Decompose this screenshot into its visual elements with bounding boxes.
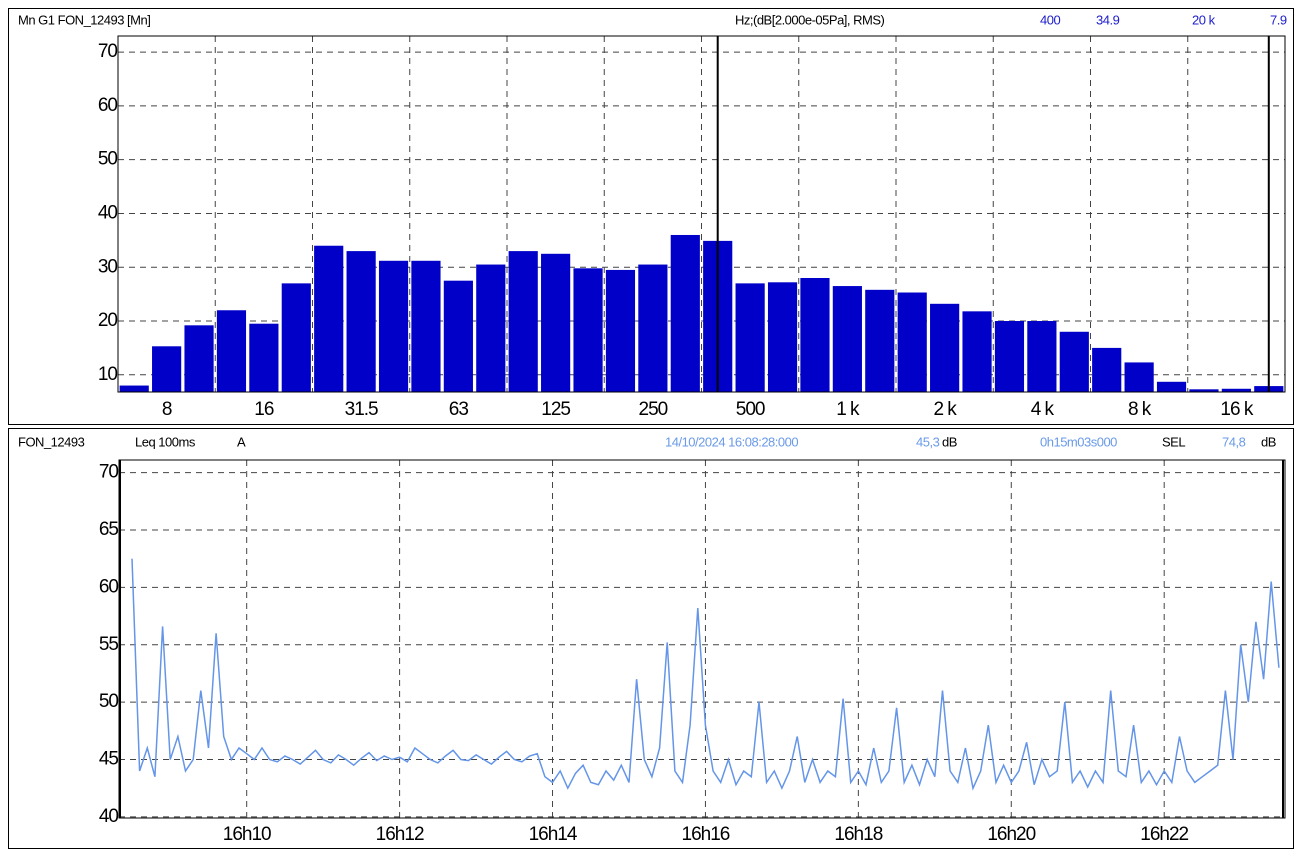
bar bbox=[152, 346, 182, 392]
bar bbox=[638, 264, 668, 392]
bottom-title: FON_12493 bbox=[18, 434, 85, 449]
y-tick-label: 55 bbox=[99, 634, 119, 655]
sel-label: SEL bbox=[1162, 434, 1185, 449]
bottom-panel bbox=[8, 428, 1294, 849]
bar bbox=[832, 286, 862, 392]
bar bbox=[994, 321, 1025, 392]
y-tick-label: 70 bbox=[98, 41, 118, 62]
measure: Leq 100ms bbox=[135, 434, 196, 449]
y-tick-label: 60 bbox=[99, 576, 119, 597]
bar bbox=[541, 253, 571, 392]
x-tick-label: 4 k bbox=[1031, 399, 1055, 420]
level-line bbox=[131, 558, 1280, 791]
bar bbox=[800, 277, 830, 392]
cursor-freq: 400 bbox=[1040, 12, 1060, 27]
x-tick-label: 8 k bbox=[1128, 399, 1152, 420]
bar bbox=[249, 323, 279, 392]
bar bbox=[1221, 388, 1251, 392]
bar bbox=[476, 264, 506, 392]
bar bbox=[930, 303, 960, 392]
unit: dB bbox=[1261, 434, 1276, 449]
cursor-level: 34.9 bbox=[1096, 12, 1120, 27]
bar bbox=[962, 311, 992, 392]
x-tick-label: 16h14 bbox=[529, 824, 578, 845]
bar bbox=[411, 260, 441, 392]
y-tick-label: 60 bbox=[98, 95, 118, 116]
unit-label: Hz;(dB[2.000e-05Pa], RMS) bbox=[735, 12, 885, 27]
bar bbox=[378, 260, 409, 392]
y-tick-label: 70 bbox=[99, 462, 119, 483]
start-time: 14/10/2024 16:08:28:000 bbox=[665, 434, 798, 449]
top-title: Mn G1 FON_12493 [Mn] bbox=[18, 12, 150, 27]
bar bbox=[119, 385, 149, 392]
bar bbox=[508, 251, 538, 392]
x-tick-label: 125 bbox=[541, 399, 570, 420]
bar bbox=[216, 310, 247, 392]
y-tick-label: 10 bbox=[98, 364, 118, 385]
y-tick-label: 30 bbox=[98, 256, 118, 277]
unit: dB bbox=[942, 434, 957, 449]
cursor-value: 45,3 bbox=[916, 434, 940, 449]
sel-value: 74,8 bbox=[1222, 434, 1246, 449]
x-tick-label: 31.5 bbox=[345, 399, 378, 420]
y-tick-label: 45 bbox=[99, 748, 119, 769]
y-tick-label: 50 bbox=[99, 691, 119, 712]
bar bbox=[1092, 347, 1122, 392]
bar bbox=[605, 269, 636, 392]
bar bbox=[314, 245, 344, 392]
x-tick-label: 8 bbox=[162, 399, 172, 420]
bar bbox=[897, 292, 927, 392]
y-tick-label: 40 bbox=[98, 202, 118, 223]
x-tick-label: 16 bbox=[254, 399, 274, 420]
bar bbox=[1156, 381, 1187, 392]
bar bbox=[1124, 362, 1154, 392]
bar bbox=[281, 283, 311, 392]
x-tick-label: 1 k bbox=[836, 399, 860, 420]
bar bbox=[767, 282, 798, 392]
bar bbox=[735, 283, 765, 392]
bar bbox=[1059, 331, 1089, 392]
cursor-level: 7.9 bbox=[1270, 12, 1287, 27]
plot-frame bbox=[118, 459, 1286, 819]
cursor-freq: 20 k bbox=[1192, 12, 1216, 27]
bar bbox=[573, 268, 603, 392]
x-tick-label: 2 k bbox=[933, 399, 957, 420]
y-tick-label: 40 bbox=[99, 806, 119, 827]
weighting: A bbox=[237, 434, 246, 449]
x-tick-label: 16 k bbox=[1220, 399, 1253, 420]
y-tick-label: 20 bbox=[98, 310, 118, 331]
bar bbox=[346, 251, 376, 392]
bar bbox=[443, 280, 473, 392]
x-tick-label: 250 bbox=[639, 399, 668, 420]
x-tick-label: 63 bbox=[449, 399, 469, 420]
x-tick-label: 16h20 bbox=[987, 824, 1035, 845]
y-tick-label: 50 bbox=[98, 149, 118, 170]
bar bbox=[865, 289, 895, 392]
top-panel bbox=[8, 8, 1294, 425]
x-tick-label: 16h10 bbox=[223, 824, 271, 845]
x-tick-label: 16h12 bbox=[376, 824, 424, 845]
bar bbox=[1027, 321, 1057, 392]
bar bbox=[1189, 389, 1219, 392]
duration: 0h15m03s000 bbox=[1040, 434, 1117, 449]
bar bbox=[670, 234, 700, 392]
plot-frame bbox=[117, 35, 1286, 393]
x-tick-label: 16h18 bbox=[834, 824, 882, 845]
y-tick-label: 65 bbox=[99, 519, 119, 540]
bar bbox=[184, 325, 214, 392]
x-tick-label: 16h22 bbox=[1140, 824, 1188, 845]
x-tick-label: 16h16 bbox=[682, 824, 730, 845]
x-tick-label: 500 bbox=[736, 399, 765, 420]
